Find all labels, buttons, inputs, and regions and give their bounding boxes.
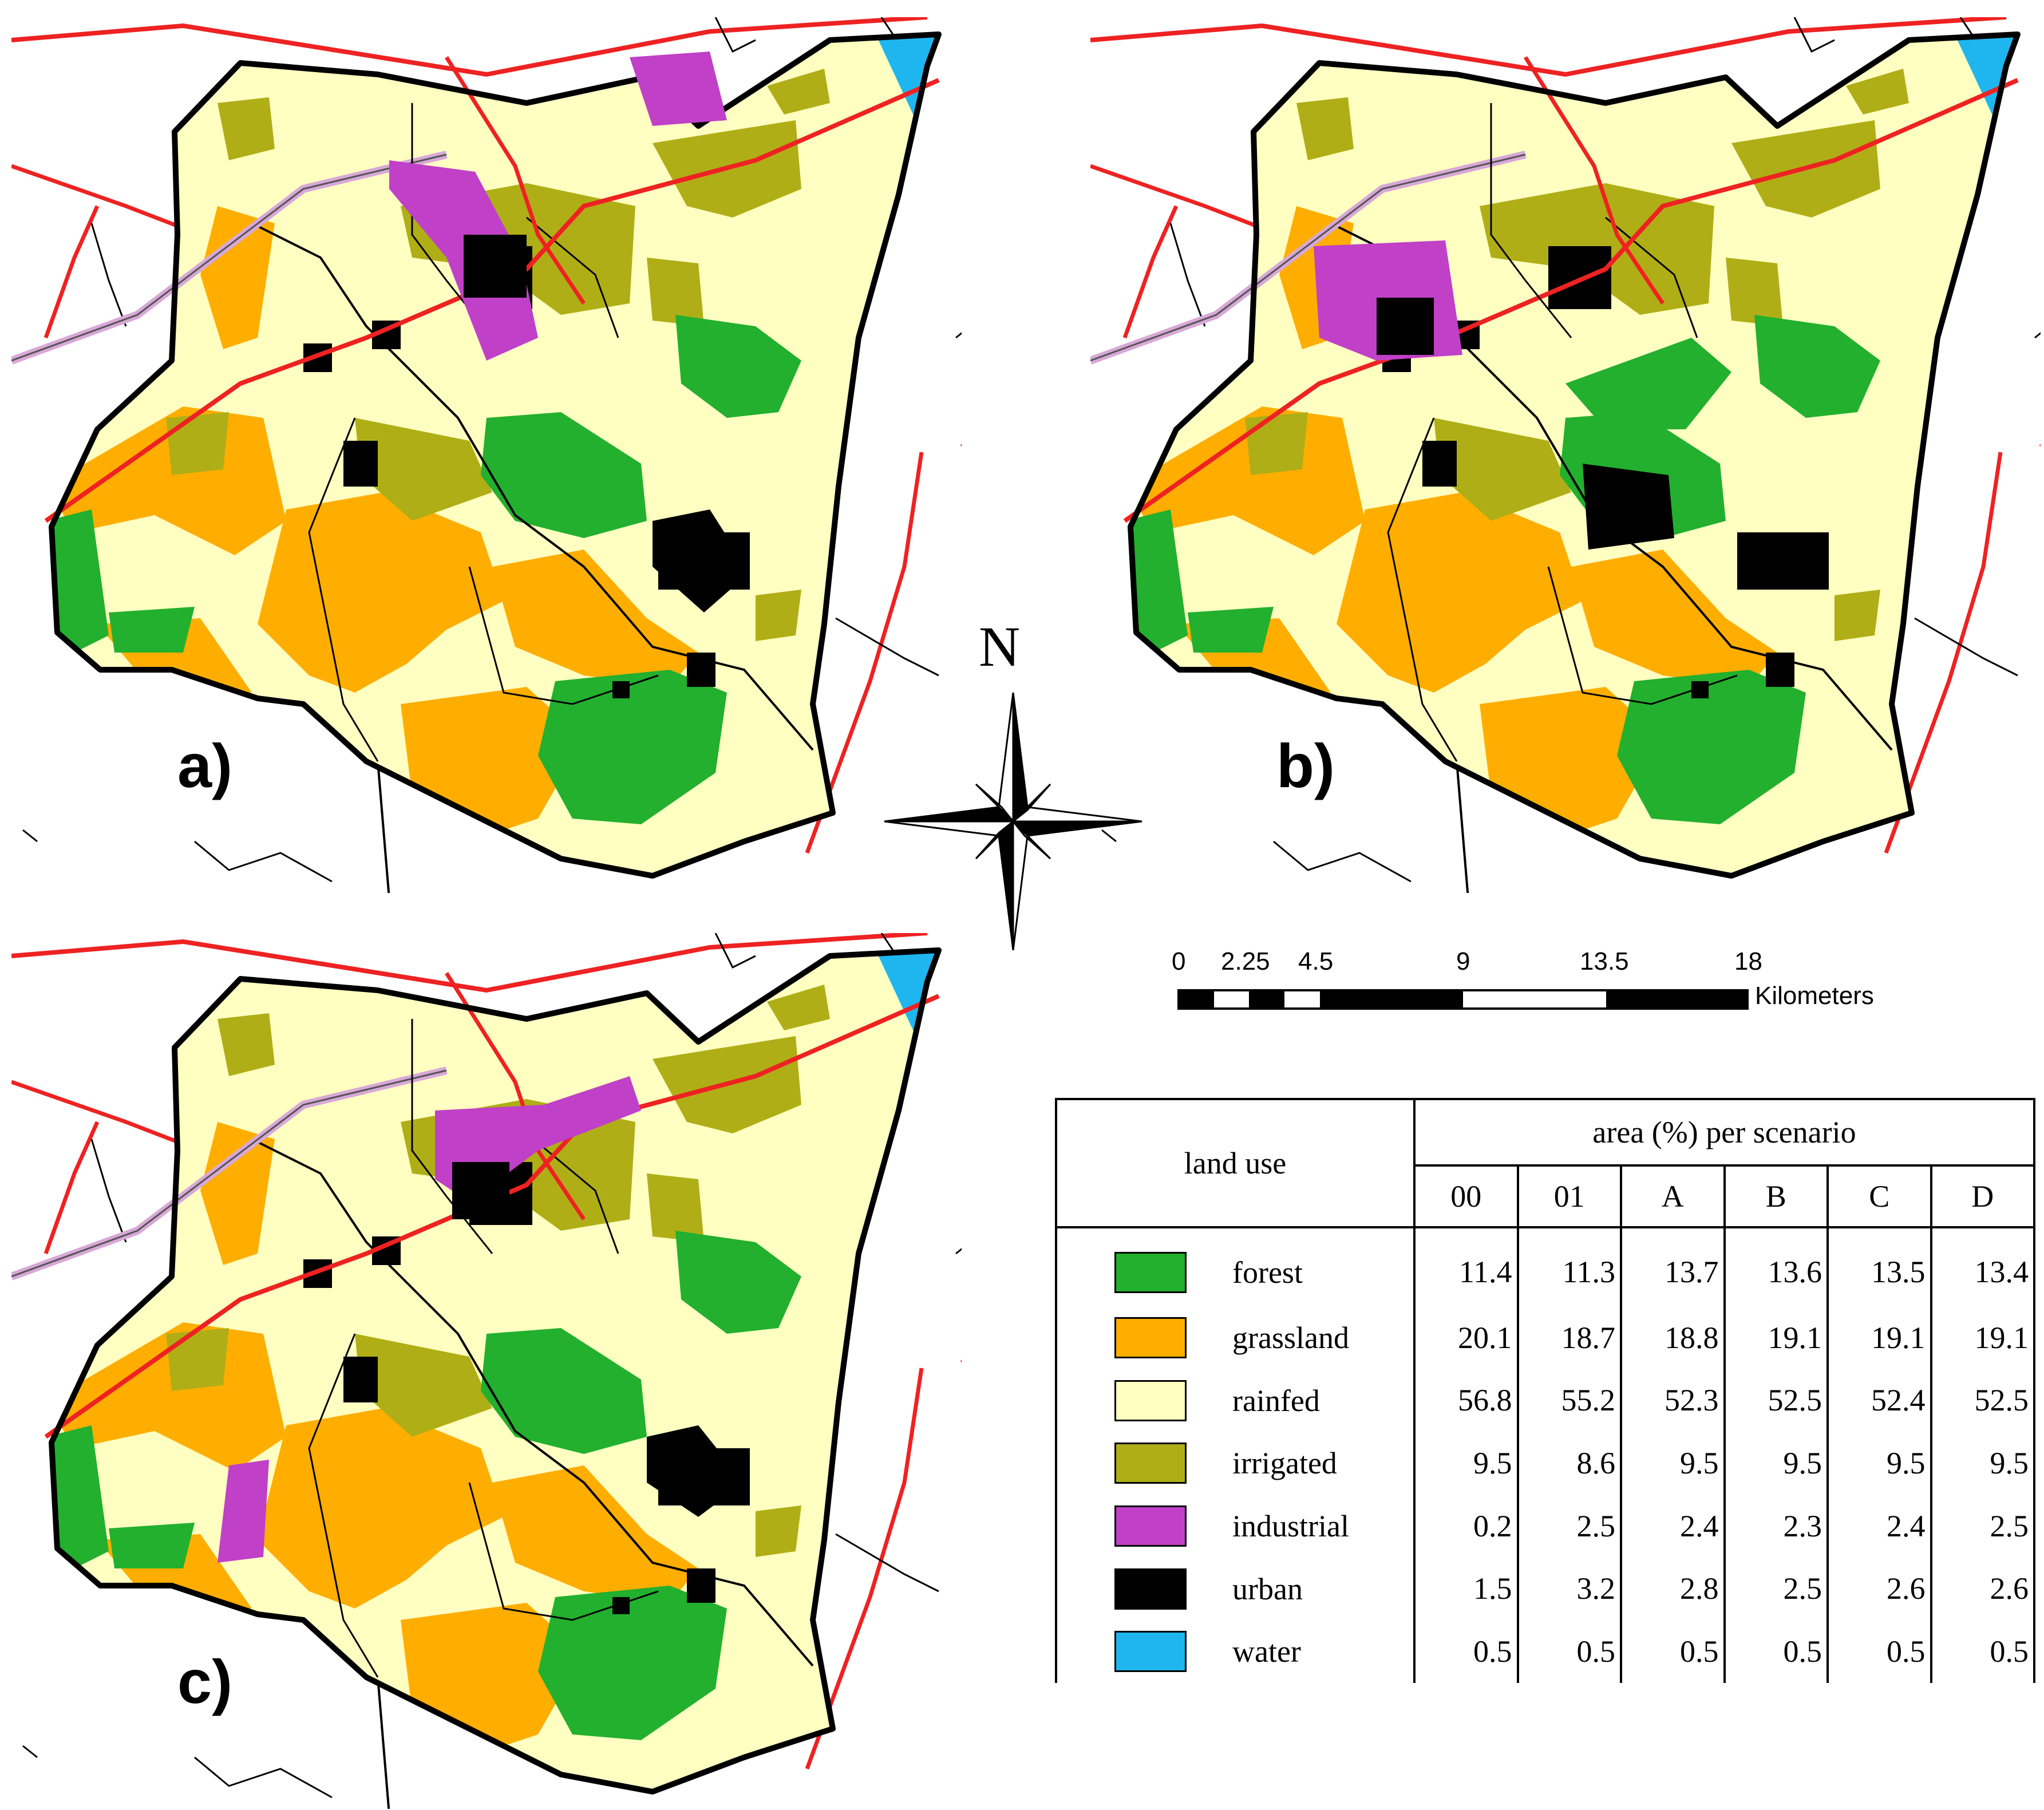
urban-area — [464, 235, 527, 298]
scale-tick-label: 0 — [1172, 947, 1186, 975]
legend-swatch-grassland — [1114, 1317, 1187, 1358]
scale-tick-label: 18 — [1734, 947, 1762, 975]
area-value: 11.3 — [1516, 1227, 1622, 1306]
urban-area — [653, 509, 750, 612]
land-use-name: rainfed — [1232, 1383, 1320, 1418]
industrial-zone — [630, 52, 727, 126]
area-value: 0.5 — [1620, 1620, 1726, 1683]
compass-rose-icon — [884, 692, 1142, 951]
scale-tick-label: 4.5 — [1298, 947, 1334, 975]
table-row: urban 1.5 3.2 2.8 2.5 2.6 2.6 — [1055, 1557, 2035, 1621]
legend-swatch-irrigated — [1114, 1443, 1187, 1484]
urban-area — [1377, 298, 1434, 355]
area-value: 9.5 — [1413, 1432, 1519, 1495]
scale-tick-label: 13.5 — [1580, 947, 1629, 975]
area-value: 2.6 — [1826, 1557, 1932, 1621]
urban-area — [1583, 464, 1674, 550]
land-use-name: urban — [1232, 1571, 1303, 1606]
legend-swatch-rainfed — [1114, 1380, 1187, 1421]
area-value: 19.1 — [1930, 1306, 2035, 1369]
area-value: 2.5 — [1516, 1494, 1622, 1558]
area-value: 0.5 — [1413, 1620, 1519, 1683]
area-value: 13.4 — [1930, 1227, 2035, 1306]
table-row: water 0.5 0.5 0.5 0.5 0.5 0.5 — [1055, 1620, 2035, 1683]
panel-label-a: a) — [177, 731, 233, 800]
legend-swatch-forest — [1114, 1251, 1187, 1293]
area-value: 2.5 — [1930, 1494, 2035, 1558]
north-label: N — [979, 615, 1021, 678]
area-value: 13.5 — [1826, 1227, 1932, 1306]
area-value: 2.5 — [1723, 1557, 1829, 1621]
area-value: 0.5 — [1723, 1620, 1829, 1683]
area-value: 9.5 — [1826, 1432, 1932, 1495]
area-value: 2.6 — [1930, 1557, 2035, 1621]
scale-bar-graphic — [1177, 989, 1749, 1010]
area-value: 52.5 — [1723, 1369, 1829, 1432]
table-row: industrial 0.2 2.5 2.4 2.3 2.4 2.5 — [1055, 1494, 2035, 1558]
scenario-header: B — [1723, 1164, 1829, 1228]
scenario-header: D — [1930, 1164, 2035, 1228]
area-value: 13.6 — [1723, 1227, 1829, 1306]
area-value: 52.3 — [1620, 1369, 1726, 1432]
map-panel-b — [1090, 17, 2041, 893]
area-value: 8.6 — [1516, 1432, 1622, 1495]
legend-swatch-urban — [1114, 1568, 1187, 1610]
scale-tick-label: 2.25 — [1221, 947, 1270, 975]
scenario-header: C — [1826, 1164, 1932, 1228]
scenario-header: 00 — [1413, 1164, 1519, 1228]
map-panel-a — [11, 17, 962, 893]
industrial-zone — [218, 1460, 269, 1563]
area-value: 2.4 — [1620, 1494, 1726, 1558]
table-row: irrigated 9.5 8.6 9.5 9.5 9.5 9.5 — [1055, 1432, 2035, 1495]
scenario-header: 01 — [1516, 1164, 1622, 1228]
area-value: 18.8 — [1620, 1306, 1726, 1369]
area-value: 52.5 — [1930, 1369, 2035, 1432]
legend-swatch-water — [1114, 1631, 1187, 1673]
area-value: 9.5 — [1620, 1432, 1726, 1495]
legend-swatch-industrial — [1114, 1505, 1187, 1547]
map-panel-c — [11, 933, 962, 1809]
land-use-name: industrial — [1232, 1508, 1349, 1543]
area-value: 2.4 — [1826, 1494, 1932, 1558]
area-value: 0.5 — [1826, 1620, 1932, 1683]
area-value: 11.4 — [1413, 1227, 1519, 1306]
land-use-table: land use area (%) per scenario 00 01 A B… — [1055, 1098, 2035, 1683]
area-value: 20.1 — [1413, 1306, 1519, 1369]
area-value: 0.5 — [1930, 1620, 2035, 1683]
forest-area — [1565, 338, 1731, 429]
scale-tick-label: 9 — [1456, 947, 1470, 975]
scale-unit-label: Kilometers — [1755, 982, 1874, 1010]
urban-area — [452, 1162, 509, 1219]
area-value: 52.4 — [1826, 1369, 1932, 1432]
urban-area — [647, 1425, 744, 1517]
area-value: 3.2 — [1516, 1557, 1622, 1621]
area-value: 18.7 — [1516, 1306, 1622, 1369]
scenario-header: A — [1620, 1164, 1726, 1228]
panel-label-b: b) — [1276, 731, 1335, 800]
area-value: 0.2 — [1413, 1494, 1519, 1558]
table-row: grassland 20.1 18.7 18.8 19.1 19.1 19.1 — [1055, 1306, 2035, 1369]
area-value: 1.5 — [1413, 1557, 1519, 1621]
land-use-header: land use — [1055, 1098, 1416, 1228]
table-row: rainfed 56.8 55.2 52.3 52.5 52.4 52.5 — [1055, 1369, 2035, 1432]
area-value: 55.2 — [1516, 1369, 1622, 1432]
land-use-name: forest — [1232, 1255, 1303, 1290]
area-value: 0.5 — [1516, 1620, 1622, 1683]
land-use-name: grassland — [1232, 1320, 1349, 1355]
area-value: 13.7 — [1620, 1227, 1726, 1306]
area-value: 19.1 — [1723, 1306, 1829, 1369]
table-row: forest 11.4 11.3 13.7 13.6 13.5 13.4 — [1055, 1227, 2035, 1306]
area-value: 9.5 — [1930, 1432, 2035, 1495]
area-value: 9.5 — [1723, 1432, 1829, 1495]
area-value: 19.1 — [1826, 1306, 1932, 1369]
panel-label-c: c) — [177, 1647, 233, 1716]
land-use-name: water — [1232, 1634, 1301, 1669]
area-header: area (%) per scenario — [1413, 1098, 2035, 1167]
area-value: 2.8 — [1620, 1557, 1726, 1621]
land-use-name: irrigated — [1232, 1446, 1337, 1481]
area-value: 2.3 — [1723, 1494, 1829, 1558]
area-value: 56.8 — [1413, 1369, 1519, 1432]
